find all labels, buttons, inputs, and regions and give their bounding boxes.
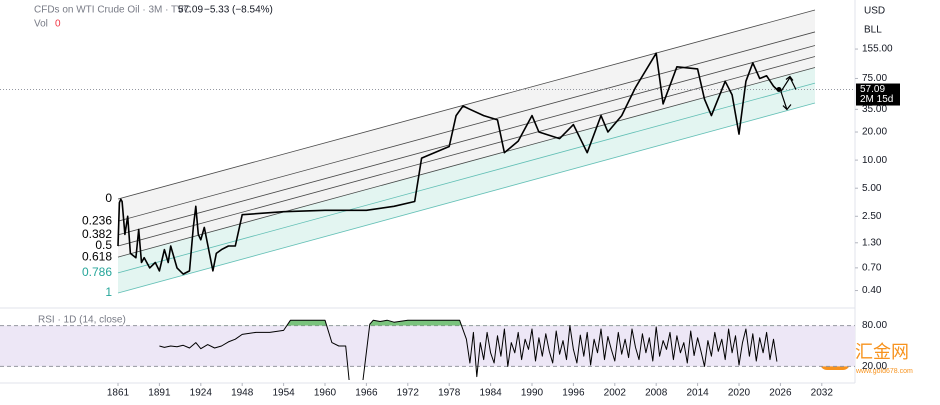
unit: BLL — [864, 25, 882, 36]
arrow-down — [780, 91, 792, 111]
fib-label: 0 — [105, 191, 112, 205]
y-tick-label: 5.00 — [862, 183, 882, 194]
y-tick-label: 20.00 — [862, 127, 887, 138]
x-tick-label: 1891 — [148, 388, 171, 399]
x-tick-label: 1861 — [107, 388, 130, 399]
x-tick-label: 1960 — [314, 388, 337, 399]
x-tick-label: 1924 — [190, 388, 213, 399]
x-tick-label: 2026 — [769, 388, 792, 399]
rsi-tick-label: 80.00 — [862, 320, 887, 331]
fib-line — [117, 45, 816, 236]
fib-line — [117, 67, 816, 258]
countdown-label: 2M 15d — [860, 94, 893, 105]
y-tick-label: 75.00 — [862, 73, 887, 84]
symbol-title: CFDs on WTI Crude Oil · 3M · TVC — [34, 5, 191, 16]
fib-label: 0.382 — [82, 227, 112, 241]
x-tick-label: 1978 — [438, 388, 461, 399]
x-tick-label: 1996 — [562, 388, 585, 399]
fib-label: 0.5 — [95, 238, 112, 252]
x-tick-label: 1972 — [397, 388, 420, 399]
y-tick-label: 35.00 — [862, 104, 887, 115]
change: −5.33 — [204, 5, 230, 16]
change-pct: (−8.54%) — [232, 5, 273, 16]
fib-band — [118, 45, 815, 246]
last-price-label: 57.09 — [860, 84, 885, 95]
x-tick-label: 2032 — [811, 388, 834, 399]
y-tick-label: 1.30 — [862, 237, 882, 248]
x-tick-label: 1966 — [355, 388, 378, 399]
x-tick-label: 2014 — [686, 388, 709, 399]
fib-band — [118, 31, 815, 235]
fib-line — [117, 102, 816, 294]
fib-label: 1 — [105, 285, 112, 299]
watermark-brand: 汇金网 — [855, 342, 909, 363]
fib-label: 0.236 — [82, 213, 112, 227]
x-tick-label: 1954 — [272, 388, 295, 399]
fib-line — [117, 56, 816, 247]
x-tick-label: 1948 — [231, 388, 254, 399]
currency: USD — [864, 6, 885, 17]
y-tick-label: 2.50 — [862, 211, 882, 222]
fib-band — [118, 56, 815, 258]
rsi-title: RSI · 1D (14, close) — [38, 315, 126, 326]
fib-line — [117, 31, 816, 222]
x-tick-label: 1990 — [521, 388, 544, 399]
end-dot — [776, 87, 782, 93]
rsi-overbought-fill — [159, 320, 350, 326]
x-tick-label: 2020 — [728, 388, 751, 399]
fib-line — [117, 82, 816, 274]
price-line — [117, 52, 778, 275]
fib-label: 0.786 — [82, 265, 112, 279]
rsi-tick-label: 20.00 — [862, 361, 887, 372]
fib-band — [118, 67, 815, 273]
fib-label: 0.618 — [82, 249, 112, 263]
y-tick-label: 0.70 — [862, 263, 882, 274]
vol-label: Vol — [34, 19, 48, 30]
last-price-box — [856, 83, 900, 106]
y-tick-label: 10.00 — [862, 155, 887, 166]
price-line — [159, 319, 778, 381]
x-tick-label: 2002 — [604, 388, 627, 399]
fib-band — [118, 83, 815, 294]
arrow-up — [780, 75, 797, 92]
watermark-site: www.gold678.com — [855, 368, 913, 375]
x-tick-label: 1984 — [479, 388, 502, 399]
vol-value: 0 — [55, 19, 61, 30]
fib-band — [118, 10, 815, 222]
y-tick-label: 155.00 — [862, 44, 893, 55]
x-tick-label: 2008 — [645, 388, 668, 399]
y-tick-label: 0.40 — [862, 285, 882, 296]
last-price: 57.09 — [178, 5, 203, 16]
fib-line — [117, 9, 816, 200]
